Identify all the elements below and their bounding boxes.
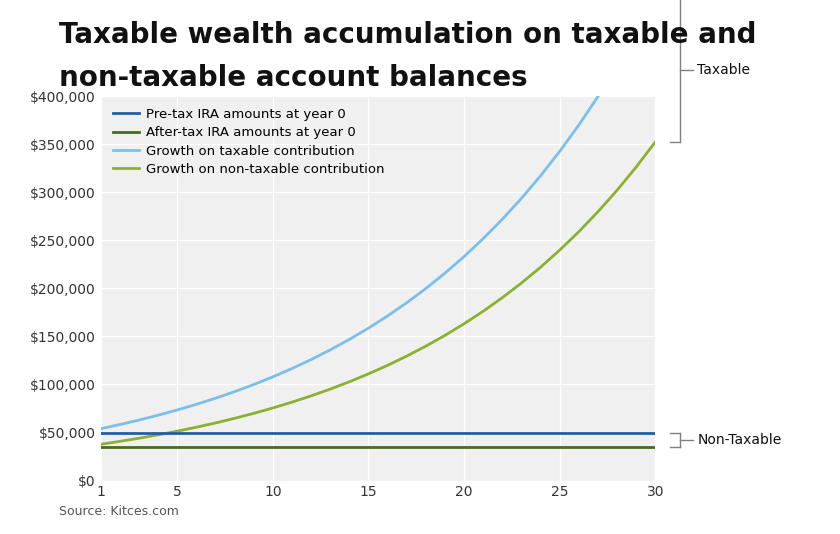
Text: non-taxable account balances: non-taxable account balances (59, 64, 528, 92)
Text: Non-Taxable: Non-Taxable (697, 433, 781, 447)
Text: Taxable: Taxable (697, 62, 750, 76)
Text: Source: Kitces.com: Source: Kitces.com (59, 505, 179, 518)
Text: Taxable wealth accumulation on taxable and: Taxable wealth accumulation on taxable a… (59, 21, 756, 49)
Legend: Pre-tax IRA amounts at year 0, After-tax IRA amounts at year 0, Growth on taxabl: Pre-tax IRA amounts at year 0, After-tax… (108, 103, 390, 181)
